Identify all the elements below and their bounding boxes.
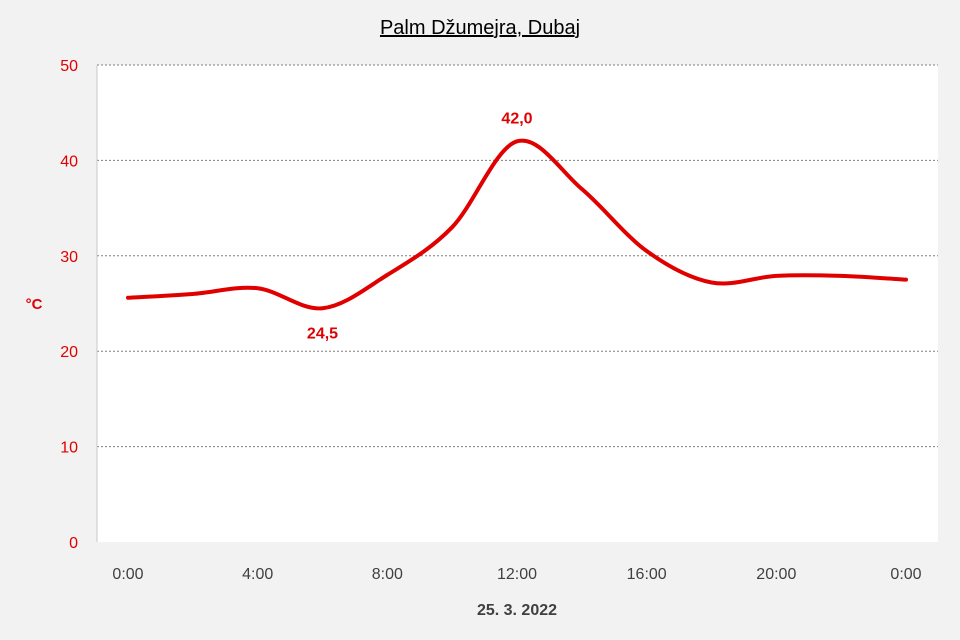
y-axis-label: °C — [26, 296, 43, 313]
series-layer — [126, 138, 908, 311]
x-tick-label: 20:00 — [756, 566, 796, 583]
temperature-line — [126, 138, 908, 311]
x-axis-label: 25. 3. 2022 — [477, 602, 557, 619]
plot-area — [97, 65, 938, 542]
data-label: 24,5 — [307, 325, 338, 342]
data-label: 42,0 — [501, 110, 532, 127]
y-tick-label: 20 — [60, 344, 78, 361]
chart-title: Palm Džumejra, Dubaj — [380, 17, 580, 39]
gridlines — [97, 64, 938, 448]
y-tick-label: 10 — [60, 440, 78, 457]
y-tick-label: 30 — [60, 249, 78, 266]
y-tick-labels: 0 10 20 30 40 50 — [60, 58, 78, 552]
x-tick-label: 16:00 — [627, 566, 667, 583]
data-labels: 24,5 42,0 — [307, 110, 533, 342]
x-tick-label: 8:00 — [372, 566, 403, 583]
x-tick-label: 4:00 — [242, 566, 273, 583]
x-tick-labels: 0:00 4:00 8:00 12:00 16:00 20:00 0:00 — [112, 566, 921, 583]
x-tick-label: 0:00 — [112, 566, 143, 583]
y-tick-label: 0 — [69, 535, 78, 552]
x-tick-label: 0:00 — [890, 566, 921, 583]
y-tick-label: 50 — [60, 58, 78, 75]
x-tick-label: 12:00 — [497, 566, 537, 583]
y-tick-label: 40 — [60, 153, 78, 170]
